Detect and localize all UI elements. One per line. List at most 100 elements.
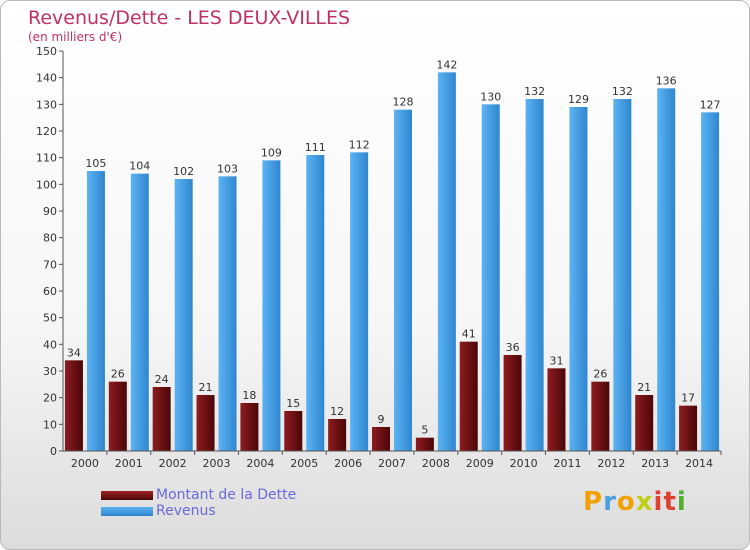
logo-letter: P	[583, 487, 604, 517]
x-tick-label: 2004	[246, 457, 274, 470]
data-label-revenue: 128	[393, 96, 414, 109]
data-label-revenue: 132	[612, 85, 633, 98]
bar-debt	[415, 437, 434, 451]
data-label-revenue: 104	[129, 160, 150, 173]
chart-title: Revenus/Dette - LES DEUX-VILLES	[28, 7, 351, 29]
data-label-debt: 24	[155, 373, 169, 386]
data-label-revenue: 130	[480, 90, 501, 103]
y-tick-label: 110	[36, 152, 57, 165]
legend-swatch-debt	[101, 491, 153, 500]
x-tick-label: 2010	[510, 457, 538, 470]
data-label-revenue: 102	[173, 165, 194, 178]
data-label-debt: 18	[242, 389, 256, 402]
x-tick-label: 2012	[597, 457, 625, 470]
data-label-revenue: 127	[700, 98, 721, 111]
y-tick-label: 40	[43, 338, 57, 351]
bar-revenue	[86, 171, 105, 451]
y-tick-label: 10	[43, 418, 57, 431]
bar-debt	[503, 355, 522, 451]
y-tick-label: 80	[43, 232, 57, 245]
y-tick-label: 140	[36, 72, 57, 85]
y-tick-label: 30	[43, 365, 57, 378]
y-tick-label: 120	[36, 125, 57, 138]
y-tick-label: 130	[36, 98, 57, 111]
bar-debt	[591, 381, 610, 451]
bar-debt	[64, 360, 83, 451]
data-label-revenue: 112	[349, 138, 370, 151]
data-label-debt: 12	[330, 405, 344, 418]
data-label-revenue: 132	[524, 85, 545, 98]
bar-revenue	[569, 107, 588, 451]
bar-revenue	[218, 176, 237, 452]
logo-letter: i	[676, 487, 687, 517]
data-label-revenue: 142	[436, 58, 457, 71]
bar-revenue	[657, 88, 676, 451]
y-tick-label: 20	[43, 392, 57, 405]
logo-letter: t	[663, 487, 677, 517]
data-label-debt: 21	[199, 381, 213, 394]
x-tick-label: 2014	[685, 457, 713, 470]
data-label-debt: 31	[549, 354, 563, 367]
bar-debt	[328, 419, 347, 451]
data-label-debt: 36	[506, 341, 520, 354]
bar-revenue	[525, 99, 544, 451]
data-label-revenue: 111	[305, 141, 326, 154]
bar-revenue	[481, 104, 500, 451]
bar-debt	[196, 395, 215, 451]
data-label-revenue: 136	[656, 74, 677, 87]
bar-debt	[679, 405, 698, 451]
logo-letter: x	[635, 487, 654, 517]
bar-revenue	[701, 112, 720, 451]
proxiti-logo: Proxiti	[583, 487, 687, 517]
data-label-revenue: 129	[568, 93, 589, 106]
x-axis: 2000 2001 2002 2003 2004 2005 2006 2007 2008 2009…	[63, 450, 722, 470]
x-tick-label: 2013	[641, 457, 669, 470]
y-axis: 0 10 20 30 40 50 60 70 80 90 100 110 120 130 140 150	[36, 45, 64, 458]
x-tick-label: 2008	[422, 457, 450, 470]
y-tick-label: 70	[43, 258, 57, 271]
data-labels-group: 34 105 26 104 24 102 21 103 18 109 15 111 12 112 9 128 5…	[67, 58, 721, 436]
data-label-revenue: 105	[85, 157, 106, 170]
bar-revenue	[174, 179, 193, 451]
bar-debt	[459, 341, 478, 451]
legend-label-revenue: Revenus	[156, 503, 216, 519]
data-label-revenue: 103	[217, 162, 238, 175]
y-tick-label: 50	[43, 312, 57, 325]
legend-swatch-revenue	[101, 507, 153, 516]
data-label-debt: 15	[286, 397, 300, 410]
data-label-revenue: 109	[261, 146, 282, 159]
x-tick-label: 2009	[466, 457, 494, 470]
x-tick-label: 2011	[553, 457, 581, 470]
data-label-debt: 26	[593, 368, 607, 381]
bar-revenue	[130, 173, 149, 451]
bar-revenue	[394, 109, 412, 452]
bar-revenue	[262, 160, 281, 452]
x-tick-label: 2003	[203, 457, 231, 470]
data-label-debt: 21	[637, 381, 651, 394]
bar-revenue	[306, 155, 325, 451]
bar-revenue	[350, 152, 369, 452]
logo-letter: i	[653, 487, 664, 517]
x-tick-label: 2001	[115, 457, 143, 470]
y-tick-label: 150	[36, 45, 57, 58]
y-tick-label: 0	[50, 445, 57, 458]
bar-revenue	[613, 99, 632, 451]
data-label-debt: 5	[421, 424, 428, 437]
y-tick-label: 60	[43, 285, 57, 298]
bars-group	[64, 72, 720, 452]
data-label-debt: 9	[378, 413, 385, 426]
x-tick-label: 2002	[159, 457, 187, 470]
bar-revenue	[437, 72, 456, 451]
logo-letter: r	[603, 487, 617, 517]
legend-label-debt: Montant de la Dette	[156, 487, 297, 503]
bar-debt	[108, 381, 127, 451]
data-label-debt: 41	[462, 328, 476, 341]
x-tick-label: 2006	[334, 457, 362, 470]
bar-debt	[152, 387, 171, 451]
bar-debt	[547, 368, 566, 451]
bar-debt	[635, 395, 654, 451]
x-tick-label: 2000	[71, 457, 99, 470]
bar-debt	[372, 427, 390, 451]
